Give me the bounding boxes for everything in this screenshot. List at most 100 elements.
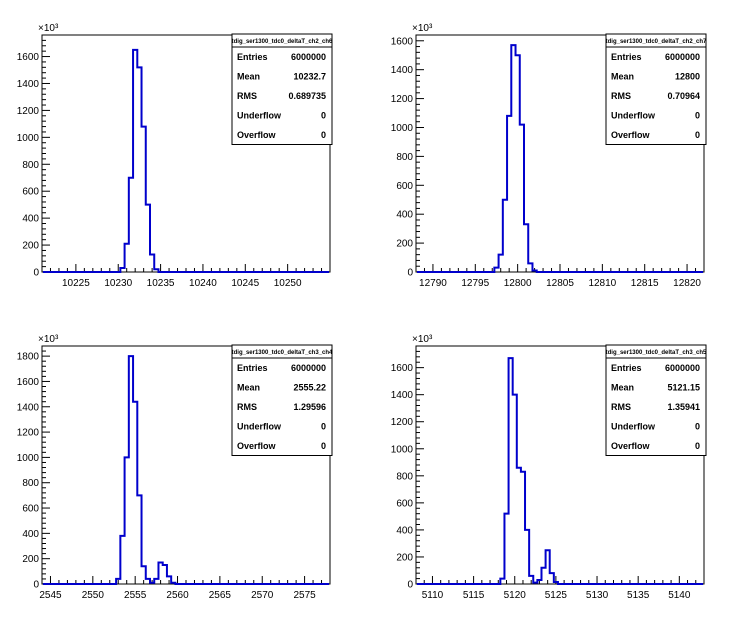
x-tick-label: 5110 <box>422 590 444 601</box>
y-tick-label: 600 <box>22 187 39 198</box>
y-tick-label: 1000 <box>391 123 414 134</box>
histogram-bin <box>537 580 541 584</box>
stats-label: Overflow <box>237 441 277 451</box>
y-tick-label: 600 <box>396 498 413 509</box>
histogram-bin <box>541 568 545 584</box>
y-tick-label: 800 <box>396 471 413 482</box>
stats-box: tdig_ser1300_tdc0_deltaT_ch3_ch4 Entries 6… <box>231 344 333 456</box>
histogram-bin <box>158 562 162 584</box>
stats-box-title: tdig_ser1300_tdc0_deltaT_ch3_ch4 <box>232 350 333 356</box>
histogram-bin <box>509 358 513 584</box>
y-tick-label: 200 <box>396 552 413 563</box>
histogram-bin <box>494 268 498 272</box>
stats-label: Underflow <box>611 111 656 121</box>
histogram-bin <box>517 468 521 584</box>
histogram-bin <box>142 127 146 272</box>
y-tick-label: 800 <box>396 152 413 163</box>
y-tick-label: 1400 <box>17 79 40 90</box>
histogram-line <box>417 44 703 273</box>
x-tick-label: 2570 <box>251 590 274 601</box>
stats-value: 0 <box>695 441 700 451</box>
stats-value: 0 <box>695 422 700 432</box>
stats-value: 12800 <box>675 72 700 82</box>
stats-label: Mean <box>611 72 634 82</box>
x-tick-label: 12790 <box>419 278 447 289</box>
x-tick-label: 2560 <box>166 590 189 601</box>
stats-box-title: tdig_ser1300_tdc0_deltaT_ch2_ch6 <box>232 39 333 45</box>
x-tick-label: 2555 <box>124 590 147 601</box>
histogram-bin <box>154 579 158 584</box>
histogram-bin <box>129 356 133 584</box>
histogram-bin <box>499 255 503 272</box>
x-tick-label: 12805 <box>546 278 574 289</box>
y-tick-label: 1000 <box>17 453 40 464</box>
stats-value: 0.70964 <box>667 91 700 101</box>
stats-value: 0.689735 <box>288 91 326 101</box>
histogram-bin <box>120 268 124 272</box>
histogram-bin <box>533 583 537 584</box>
stats-value: 0 <box>321 441 326 451</box>
y-exponent-label: ×10³ <box>412 334 433 345</box>
y-tick-label: 800 <box>22 478 39 489</box>
x-tick-label: 2545 <box>39 590 62 601</box>
stats-value: 0 <box>695 130 700 140</box>
stats-box-frame <box>231 33 333 145</box>
y-tick-label: 400 <box>22 214 39 225</box>
stats-value: 6000000 <box>665 363 700 373</box>
stats-label: Entries <box>237 52 268 62</box>
y-tick-label: 0 <box>33 580 39 591</box>
x-tick-label: 10250 <box>274 278 302 289</box>
stats-label: Mean <box>237 383 260 393</box>
stats-box-frame <box>605 344 707 456</box>
stats-box-title: tdig_ser1300_tdc0_deltaT_ch3_ch5 <box>606 350 707 356</box>
stats-label: Overflow <box>611 441 651 451</box>
x-tick-label: 10235 <box>147 278 175 289</box>
stats-box: tdig_ser1300_tdc0_deltaT_ch2_ch7 Entries 6… <box>605 33 707 145</box>
y-tick-label: 1600 <box>391 363 414 374</box>
stats-label: RMS <box>611 91 631 101</box>
x-tick-label: 10230 <box>104 278 132 289</box>
y-tick-label: 1400 <box>391 390 414 401</box>
y-tick-label: 200 <box>22 241 39 252</box>
histogram-bin <box>532 271 536 272</box>
stats-label: Underflow <box>237 422 282 432</box>
histogram-bin <box>133 402 137 584</box>
y-tick-label: 1200 <box>391 417 414 428</box>
x-tick-label: 10240 <box>189 278 217 289</box>
histogram-bin <box>137 495 141 584</box>
y-tick-label: 600 <box>22 504 39 515</box>
histogram-bin <box>129 178 133 272</box>
histogram-panel-2: 0 200 400 600 800 1000 1200 1400 1600 ×10³ 12790 12… <box>391 23 707 289</box>
histogram-bin <box>137 67 141 272</box>
stats-value: 2555.22 <box>293 383 326 393</box>
histogram-line <box>43 48 329 273</box>
y-tick-label: 0 <box>407 268 413 279</box>
histogram-bin <box>516 55 520 272</box>
x-tick-label: 12810 <box>588 278 616 289</box>
stats-value: 0 <box>321 111 326 121</box>
histogram-bin <box>528 263 532 272</box>
histogram-bin <box>146 205 150 272</box>
stats-label: RMS <box>237 91 257 101</box>
histogram-line <box>43 355 329 585</box>
stats-label: Mean <box>237 72 260 82</box>
y-tick-label: 1000 <box>17 133 40 144</box>
x-tick-label: 10245 <box>231 278 259 289</box>
x-tick-label: 5125 <box>545 590 568 601</box>
stats-label: Entries <box>611 363 642 373</box>
histogram-bin <box>511 45 515 272</box>
histogram-bin <box>125 244 129 272</box>
histogram-bin <box>116 579 120 584</box>
stats-value: 10232.7 <box>293 72 326 82</box>
stats-value: 1.35941 <box>667 402 700 412</box>
x-tick-label: 5130 <box>586 590 609 601</box>
stats-box: tdig_ser1300_tdc0_deltaT_ch2_ch6 Entries 6… <box>231 33 333 145</box>
histogram-bin <box>504 514 508 584</box>
x-tick-label: 12815 <box>631 278 659 289</box>
y-exponent-label: ×10³ <box>38 23 59 34</box>
histogram-panel-3: 0 200 400 600 800 1000 1200 1400 1600 1800 ×10³ 254… <box>17 334 333 601</box>
x-tick-label: 5135 <box>627 590 650 601</box>
stats-value: 0 <box>321 422 326 432</box>
stats-value: 0 <box>321 130 326 140</box>
